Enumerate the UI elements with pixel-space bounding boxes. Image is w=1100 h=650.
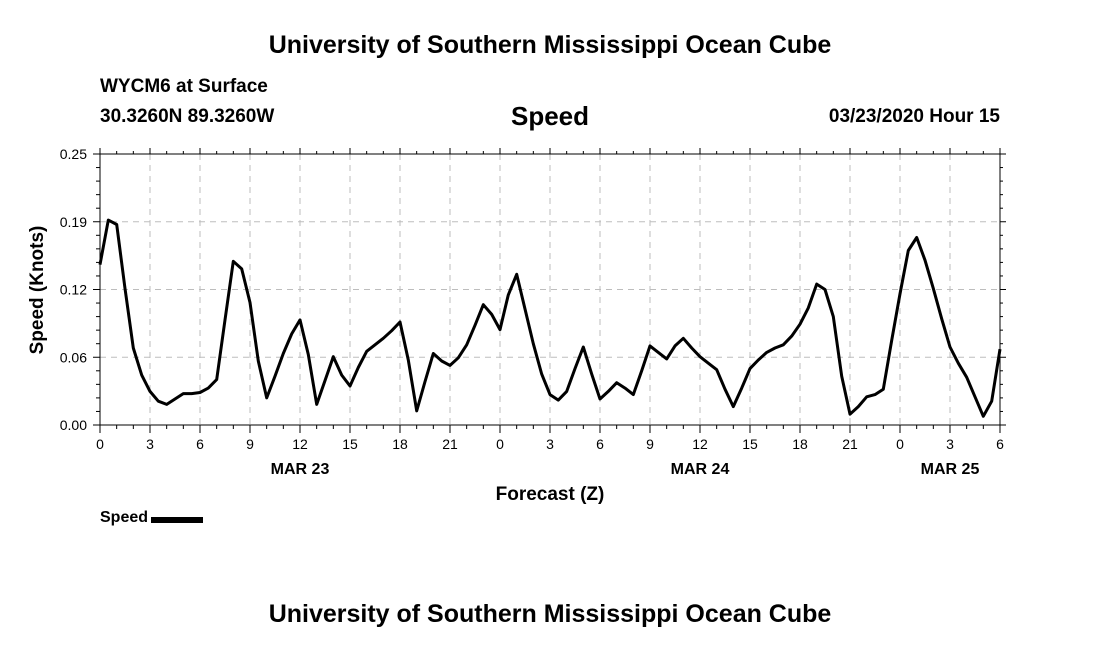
x-tick-label: 0 — [896, 436, 904, 452]
x-tick-label: 6 — [996, 436, 1004, 452]
coordinates-label: 30.3260N 89.3260W — [100, 106, 275, 127]
day-label: MAR 23 — [271, 461, 330, 478]
legend-swatch — [151, 517, 204, 523]
x-tick-label: 0 — [496, 436, 504, 452]
chart-legend: Speed — [100, 509, 204, 527]
x-tick-label: 3 — [546, 436, 554, 452]
chart-title: Speed — [510, 101, 590, 131]
speed-series-line — [98, 218, 1002, 418]
y-tick-label: 0.25 — [60, 146, 87, 162]
day-label: MAR 24 — [671, 461, 730, 478]
x-tick-label: 21 — [442, 436, 458, 452]
forecast-datetime-label: 03/23/2020 Hour 15 — [828, 106, 1000, 127]
x-tick-label: 6 — [196, 436, 204, 452]
y-tick-label: 0.00 — [60, 417, 87, 433]
axis-tick-labels: 0 3 6 9 12 15 18 21 0 3 6 9 12 15 18 21 0 3 6 MAR 23 MAR 24 M… — [60, 146, 1004, 478]
x-tick-label: 3 — [146, 436, 154, 452]
x-tick-label: 12 — [292, 436, 308, 452]
y-tick-label: 0.06 — [60, 349, 87, 365]
x-tick-label: 18 — [792, 436, 808, 452]
legend-label: Speed — [100, 509, 149, 526]
x-axis-label: Forecast (Z) — [496, 484, 605, 505]
x-tick-label: 12 — [692, 436, 708, 452]
day-label: MAR 25 — [921, 461, 980, 478]
y-axis-label: Speed (Knots) — [27, 226, 48, 355]
x-tick-label: 21 — [842, 436, 858, 452]
x-tick-label: 3 — [946, 436, 954, 452]
x-tick-label: 18 — [392, 436, 408, 452]
footer-title: University of Southern Mississippi Ocean… — [268, 600, 832, 628]
x-tick-label: 9 — [646, 436, 654, 452]
x-tick-label: 9 — [246, 436, 254, 452]
x-tick-label: 15 — [342, 436, 358, 452]
page-title: University of Southern Mississippi Ocean… — [268, 31, 832, 59]
station-label: WYCM6 at Surface — [100, 76, 268, 97]
axis-ticks — [93, 148, 1006, 433]
y-tick-label: 0.12 — [60, 282, 87, 298]
x-tick-label: 6 — [596, 436, 604, 452]
y-tick-label: 0.19 — [60, 214, 87, 230]
x-tick-label: 0 — [96, 436, 104, 452]
x-tick-label: 15 — [742, 436, 758, 452]
chart-grid — [100, 154, 1000, 425]
